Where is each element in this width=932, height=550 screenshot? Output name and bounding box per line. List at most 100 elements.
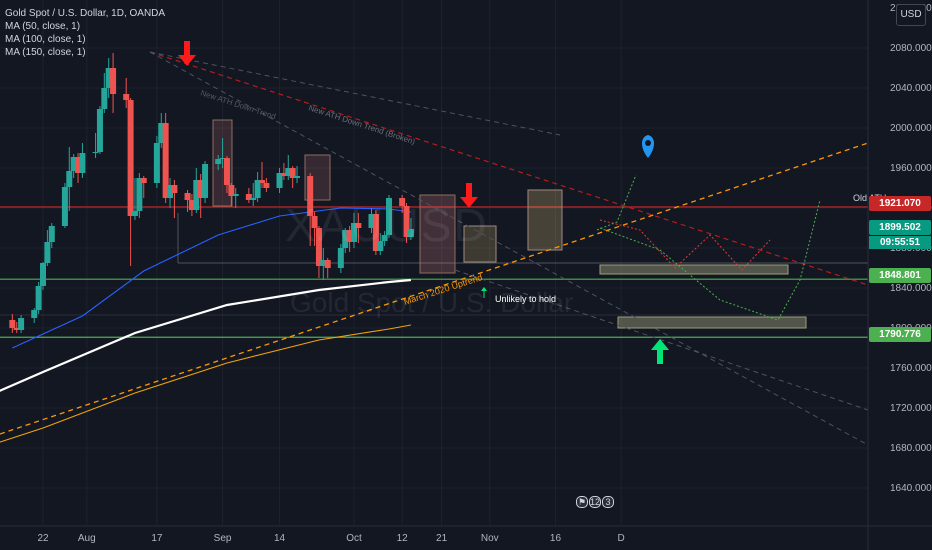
candle-body: [193, 180, 200, 210]
candle-body: [377, 241, 384, 251]
candle-body: [61, 187, 68, 226]
x-tick-label: 16: [550, 533, 562, 544]
candle-body: [197, 180, 204, 198]
lower-channel-line: [454, 269, 869, 411]
y-tick-label: 1960.000: [890, 163, 932, 174]
y-tick-label: 1640.000: [890, 483, 932, 494]
candle-body: [13, 328, 20, 330]
candle-body: [263, 183, 270, 188]
candle-body: [167, 185, 174, 198]
ath-downtrend-line-grey-2: [149, 51, 561, 136]
unlikely-label: Unlikely to hold: [495, 294, 556, 304]
small-arrow-icon: [481, 287, 487, 291]
highlight-box: [527, 189, 563, 251]
candle-body: [92, 152, 99, 153]
legend-ma150[interactable]: MA (150, close, 1): [5, 47, 86, 58]
y-tick-label: 2080.000: [890, 43, 932, 54]
candle-body: [368, 214, 375, 228]
location-marker-icon: [642, 135, 654, 158]
candle-body: [40, 263, 46, 286]
candle-body: [48, 226, 55, 242]
candle-body: [250, 198, 257, 200]
candle-body: [110, 68, 117, 94]
candle-body: [184, 193, 191, 200]
price-tag-old-ath: 1921.070: [869, 196, 931, 211]
y-tick-label: 1840.000: [890, 283, 932, 294]
legend-symbol[interactable]: Gold Spot / U.S. Dollar, 1D, OANDA: [5, 8, 166, 19]
candle-body: [123, 94, 130, 100]
candle-body: [127, 100, 134, 216]
candle-body: [232, 194, 239, 196]
red-arrow-down-icon-2: [460, 183, 478, 208]
x-tick-label: D: [618, 533, 625, 544]
x-tick-label: 17: [151, 533, 163, 544]
projection-range: [599, 219, 771, 271]
candle-body: [202, 164, 209, 198]
projection-up: [596, 174, 637, 231]
candle-body: [259, 180, 265, 183]
candle-body: [342, 230, 349, 248]
event-count[interactable]: 12: [589, 496, 601, 508]
candle-body: [355, 223, 362, 228]
candle-body: [311, 216, 318, 228]
ath-downtrend-line-grey: [149, 51, 869, 446]
candle-body: [18, 318, 25, 330]
y-tick-label: 2040.000: [890, 83, 932, 94]
highlight-box: [463, 225, 497, 263]
candle-body: [35, 286, 42, 310]
candle-body: [280, 173, 287, 176]
candle-body: [381, 235, 388, 241]
currency-button[interactable]: USD: [896, 4, 926, 26]
marker-hole: [645, 140, 651, 146]
event-flag-icon[interactable]: ⚑: [576, 496, 588, 508]
new-ath-trend-label: New ATH Down Trend (Broken): [307, 103, 416, 146]
candle-body: [31, 310, 38, 318]
candle-body: [96, 109, 103, 152]
candle-body: [294, 176, 301, 178]
candle-body: [228, 185, 235, 196]
legend-ma50[interactable]: MA (50, close, 1): [5, 21, 81, 32]
candle-body: [324, 260, 331, 268]
candle-body: [276, 173, 283, 188]
economic-events[interactable]: ⚑ 12 3: [576, 496, 615, 508]
candle-body: [372, 214, 379, 251]
candle-body: [386, 198, 393, 235]
candle-body: [9, 320, 16, 328]
candle-body: [171, 185, 178, 193]
candle-body: [346, 230, 353, 242]
candle-body: [219, 158, 226, 159]
candle-body: [403, 206, 410, 237]
y-tick-label: 1760.000: [890, 363, 932, 374]
highlight-box: [419, 194, 456, 274]
highlight-box: [617, 316, 807, 329]
candle-body: [44, 242, 51, 263]
candle-body: [105, 68, 112, 88]
march-uptrend-label: March 2020 Uptrend: [403, 272, 484, 307]
arrow-head: [178, 55, 196, 66]
legend-ma100[interactable]: MA (100, close, 1): [5, 34, 86, 45]
candle-body: [223, 158, 230, 185]
candle-body: [407, 229, 414, 237]
x-tick-label: Nov: [481, 533, 499, 544]
x-tick-label: 14: [274, 533, 286, 544]
arrow-shaft: [657, 350, 663, 364]
arrow-shaft: [466, 183, 472, 197]
x-tick-label: Aug: [78, 533, 96, 544]
highlight-box: [599, 264, 789, 275]
x-tick-label: Oct: [346, 533, 362, 544]
x-tick-label: Sep: [214, 533, 232, 544]
ma-line-150: [0, 324, 411, 443]
candle-body: [140, 178, 147, 183]
y-tick-label: 2000.000: [890, 123, 932, 134]
candle-body: [307, 176, 314, 216]
candle-body: [158, 123, 165, 143]
event-count-2[interactable]: 3: [602, 496, 614, 508]
candle-body: [66, 171, 73, 187]
x-tick-label: 21: [436, 533, 448, 544]
candle-body: [285, 168, 292, 176]
candle-body: [101, 88, 108, 109]
candle-body: [136, 178, 143, 211]
marker-pin: [642, 135, 654, 158]
